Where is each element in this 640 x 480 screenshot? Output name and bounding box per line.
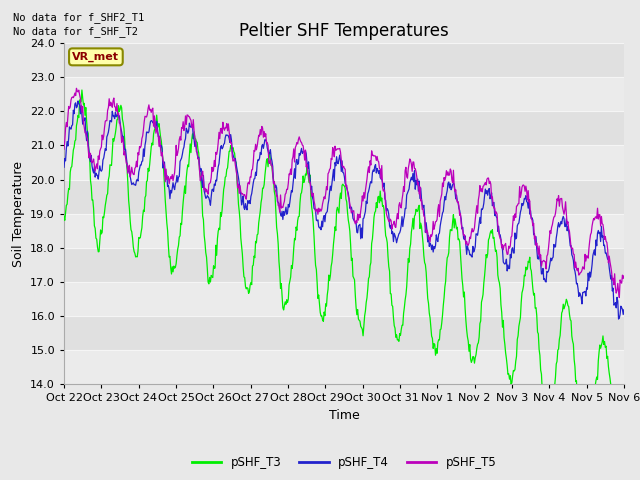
pSHF_T3 (78, 87, 86, 93)
pSHF_T4 (413, 182, 420, 188)
Bar (64, 77, 624, 111)
pSHF_T4 (215, 161, 223, 167)
pSHF_T4 (186, 120, 193, 126)
pSHF_T5 (60, 146, 68, 152)
pSHF_T3 (215, 225, 223, 231)
Line: pSHF_T4: pSHF_T4 (64, 101, 624, 319)
Bar (64, 43, 624, 77)
pSHF_T3 (413, 208, 420, 214)
pSHF_T5 (413, 174, 420, 180)
Text: No data for f_SHF_T2: No data for f_SHF_T2 (13, 26, 138, 37)
Text: VR_met: VR_met (72, 52, 120, 62)
pSHF_T4 (429, 249, 437, 255)
Bar (64, 282, 624, 316)
pSHF_T3 (129, 235, 136, 241)
pSHF_T5 (70, 93, 78, 99)
Bar (64, 145, 624, 180)
Line: pSHF_T5: pSHF_T5 (64, 88, 624, 298)
pSHF_T5 (616, 295, 623, 300)
pSHF_T4 (74, 98, 82, 104)
pSHF_T5 (215, 130, 223, 135)
Line: pSHF_T3: pSHF_T3 (64, 90, 624, 480)
Text: No data for f_SHF2_T1: No data for f_SHF2_T1 (13, 12, 144, 23)
pSHF_T5 (429, 218, 437, 224)
pSHF_T3 (186, 153, 193, 158)
Bar (64, 316, 624, 350)
Bar (64, 111, 624, 145)
pSHF_T5 (186, 114, 193, 120)
X-axis label: Time: Time (328, 408, 360, 421)
pSHF_T5 (129, 169, 136, 175)
Y-axis label: Soil Temperature: Soil Temperature (12, 161, 24, 266)
pSHF_T4 (614, 316, 622, 322)
pSHF_T3 (60, 214, 68, 219)
pSHF_T5 (620, 273, 628, 279)
Bar (64, 180, 624, 214)
pSHF_T3 (70, 144, 78, 150)
pSHF_T4 (60, 164, 68, 170)
Bar (64, 248, 624, 282)
pSHF_T4 (70, 111, 78, 117)
Legend: pSHF_T3, pSHF_T4, pSHF_T5: pSHF_T3, pSHF_T4, pSHF_T5 (187, 451, 501, 474)
Title: Peltier SHF Temperatures: Peltier SHF Temperatures (239, 22, 449, 40)
Bar (64, 214, 624, 248)
pSHF_T5 (72, 85, 80, 91)
pSHF_T3 (429, 346, 437, 351)
pSHF_T4 (620, 307, 628, 312)
pSHF_T4 (129, 181, 136, 187)
Bar (64, 350, 624, 384)
